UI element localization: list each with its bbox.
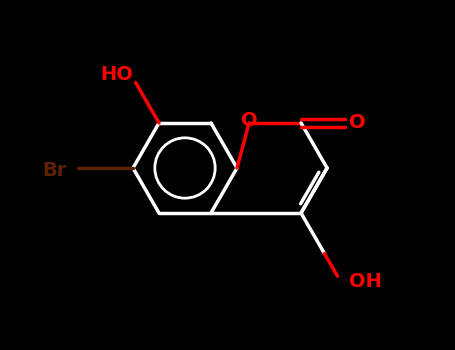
Text: Br: Br (42, 161, 66, 180)
Text: O: O (241, 111, 258, 131)
Text: HO: HO (101, 65, 134, 84)
Text: OH: OH (349, 272, 382, 290)
Text: O: O (349, 113, 365, 132)
